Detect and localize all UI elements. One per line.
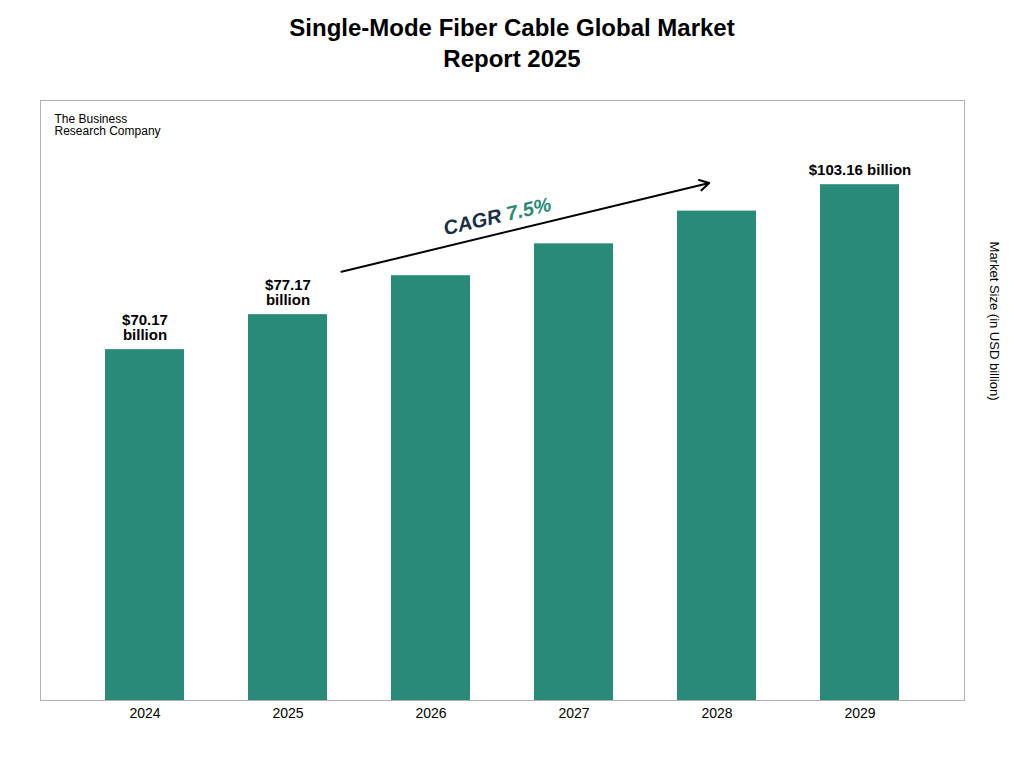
svg-text:2025: 2025 bbox=[272, 706, 303, 722]
svg-text:2026: 2026 bbox=[415, 706, 446, 722]
svg-text:$103.16 billion: $103.16 billion bbox=[809, 161, 912, 178]
svg-text:Market Size (in USD billion): Market Size (in USD billion) bbox=[987, 242, 1002, 401]
svg-text:The BusinessResearch Company: The BusinessResearch Company bbox=[55, 112, 161, 138]
svg-text:7.5%: 7.5% bbox=[504, 193, 554, 225]
svg-text:2028: 2028 bbox=[701, 706, 732, 722]
svg-text:CAGR: CAGR bbox=[441, 204, 509, 240]
html-text:Single-Mode Fiber Cable Global: Single-Mode Fiber Cable Global Market Re… bbox=[289, 14, 735, 73]
svg-text:$77.17billion: $77.17billion bbox=[265, 276, 311, 308]
svg-text:2024: 2024 bbox=[129, 706, 160, 722]
svg-text:2027: 2027 bbox=[558, 706, 589, 722]
svg-text:2029: 2029 bbox=[844, 706, 875, 722]
svg-text:$70.17billion: $70.17billion bbox=[122, 311, 168, 343]
